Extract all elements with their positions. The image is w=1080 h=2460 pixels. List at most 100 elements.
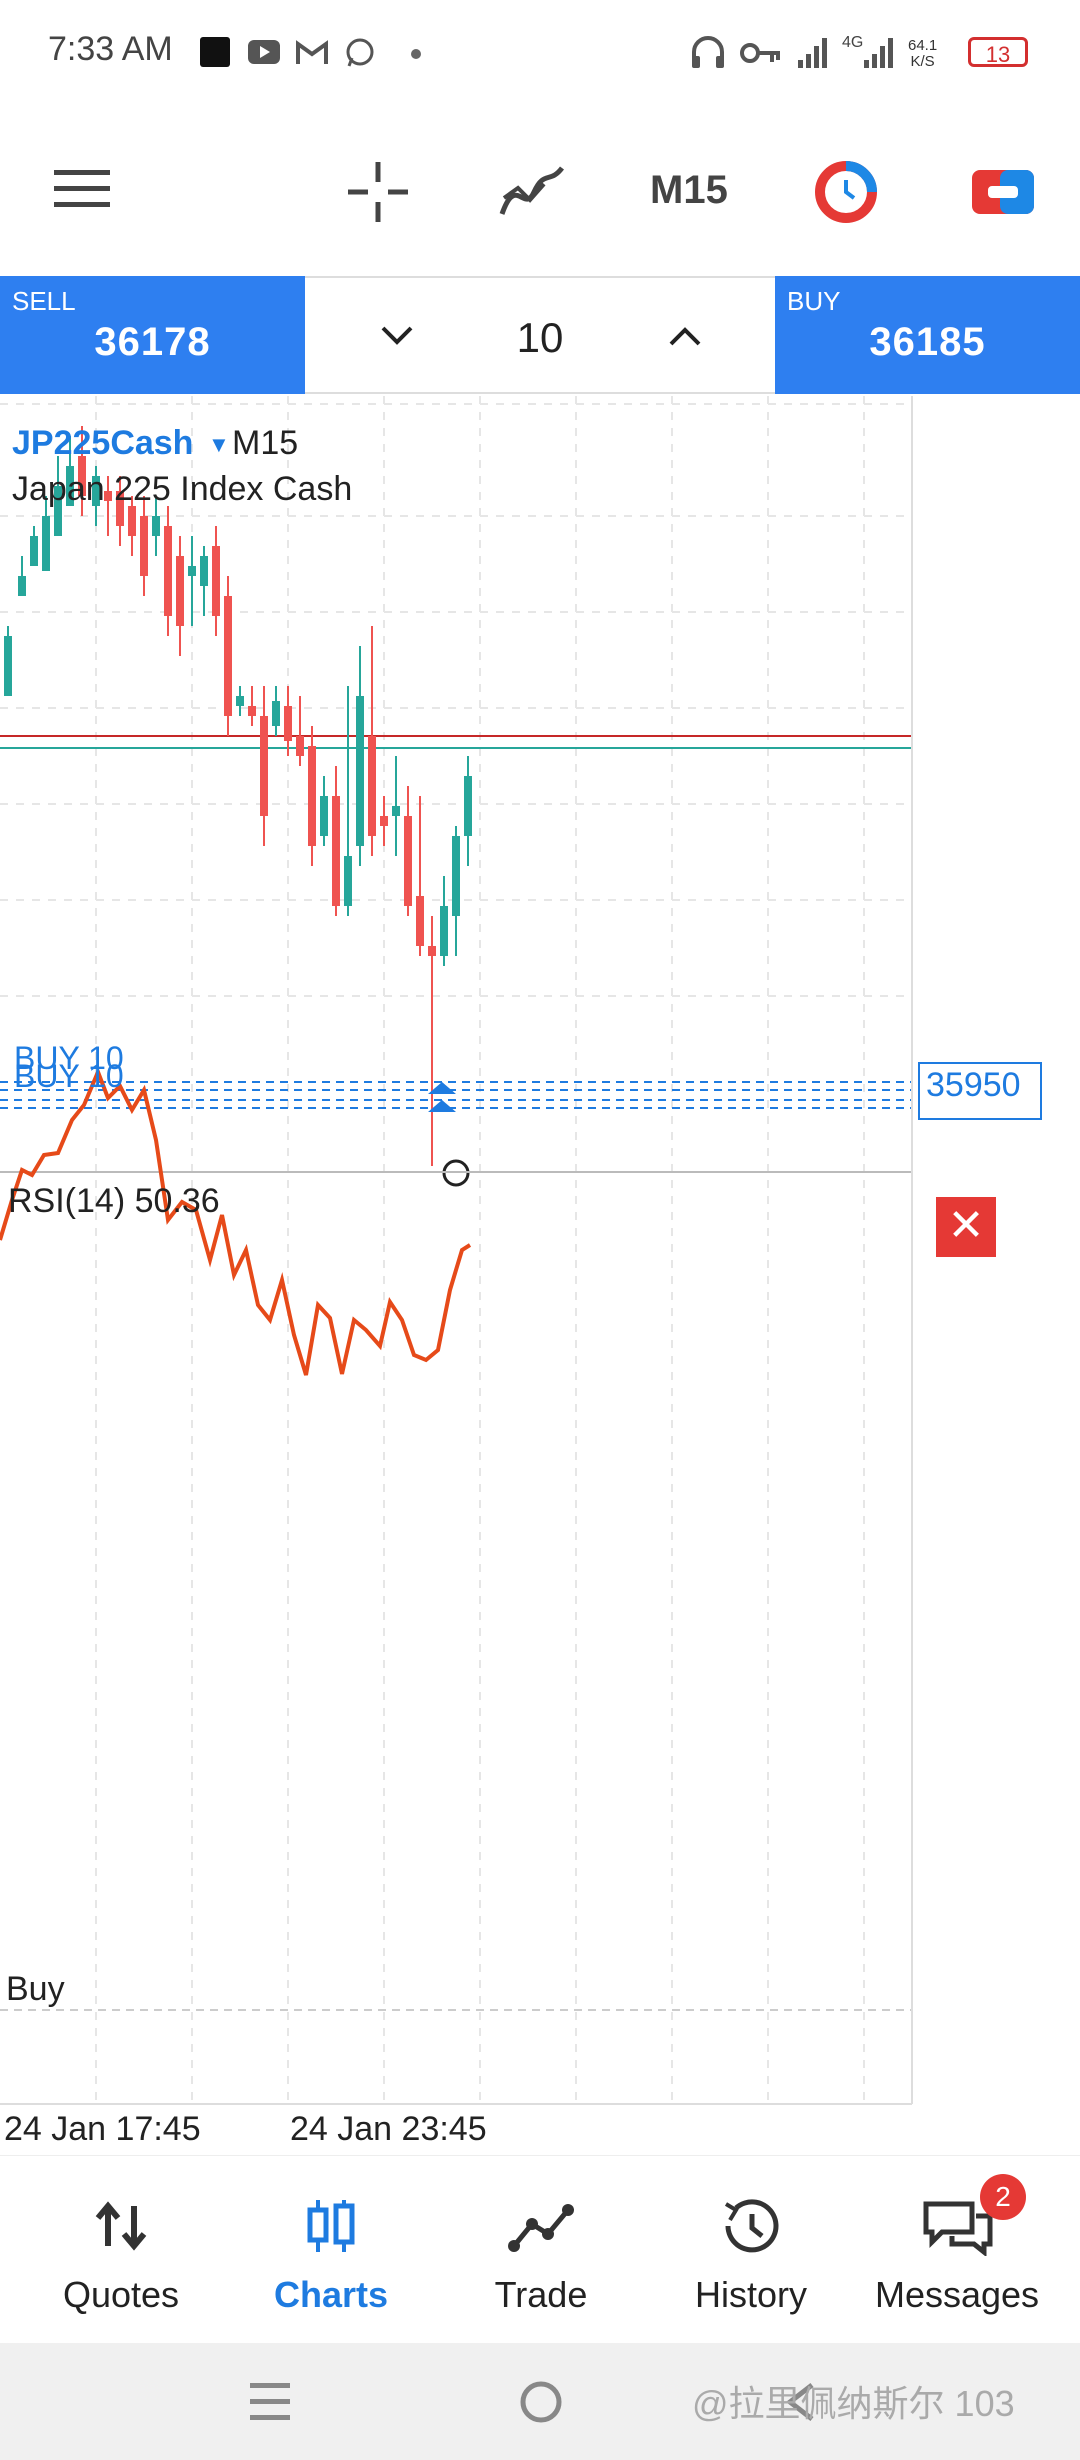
headphones-icon bbox=[692, 36, 724, 68]
back-icon[interactable] bbox=[780, 2379, 820, 2425]
indicators-icon[interactable] bbox=[498, 164, 566, 220]
menu-icon[interactable] bbox=[54, 168, 112, 210]
candle-body bbox=[224, 596, 232, 716]
dot-icon bbox=[411, 49, 421, 59]
candle-body bbox=[18, 576, 26, 596]
candle-body bbox=[380, 816, 388, 826]
candle-body bbox=[392, 806, 400, 816]
time-axis-label: 24 Jan 23:45 bbox=[290, 2110, 487, 2148]
candle-body bbox=[248, 706, 256, 716]
net-speed: 64.1 K/S bbox=[908, 38, 937, 70]
candle-body bbox=[440, 906, 448, 956]
nav-trade[interactable]: Trade bbox=[436, 2156, 646, 2344]
order-label[interactable]: BUY 10 bbox=[14, 1040, 124, 1076]
price-chart[interactable] bbox=[0, 396, 1080, 2156]
candle-body bbox=[272, 701, 280, 726]
trade-toggle-icon[interactable] bbox=[970, 166, 1036, 218]
candle-body bbox=[152, 516, 160, 536]
candle-body bbox=[464, 776, 472, 836]
buy-button[interactable]: BUY 36185 bbox=[775, 276, 1080, 394]
nav-charts[interactable]: Charts bbox=[226, 2156, 436, 2344]
candle-body bbox=[116, 491, 124, 526]
nav-quotes[interactable]: Quotes bbox=[16, 2156, 226, 2344]
candle-body bbox=[284, 706, 292, 741]
sell-button[interactable]: SELL 36178 bbox=[0, 276, 305, 394]
candle-body bbox=[140, 516, 148, 576]
net-speed-unit: K/S bbox=[910, 53, 935, 70]
candle-body bbox=[236, 696, 244, 706]
sell-label: SELL bbox=[12, 286, 76, 316]
symbol-name[interactable]: JP225Cash bbox=[12, 424, 194, 462]
nav-label: History bbox=[694, 2274, 807, 2315]
gmail-icon bbox=[296, 40, 328, 64]
app-square-icon bbox=[200, 37, 230, 67]
system-navigation-bar: @拉里佩纳斯尔 103 bbox=[0, 2343, 1080, 2460]
history-clock-icon bbox=[724, 2199, 779, 2253]
signal-icon-2 bbox=[864, 38, 893, 68]
candle-body bbox=[308, 746, 316, 846]
candle-body bbox=[320, 796, 328, 836]
nav-history[interactable]: History bbox=[646, 2156, 856, 2344]
crosshair-icon[interactable] bbox=[346, 160, 410, 224]
recents-icon[interactable] bbox=[248, 2379, 292, 2425]
candle-body bbox=[332, 796, 340, 906]
candle-body bbox=[78, 456, 86, 496]
indicator-label: RSI(14) 50.36 bbox=[8, 1182, 220, 1220]
network-type: 4G bbox=[842, 34, 864, 51]
candle-body bbox=[344, 856, 352, 906]
order-price-tag[interactable]: 35950 bbox=[918, 1062, 1042, 1120]
whatsapp-icon bbox=[346, 38, 374, 67]
messages-icon bbox=[923, 2201, 993, 2256]
status-bar: 7:33 AM 4G 64.1 K/S 13 bbox=[0, 0, 1080, 105]
messages-badge: 2 bbox=[980, 2174, 1026, 2220]
status-time: 7:33 AM bbox=[48, 30, 173, 68]
theme-icon[interactable] bbox=[814, 160, 878, 224]
candle-body bbox=[4, 636, 12, 696]
youtube-icon bbox=[248, 40, 280, 64]
candles bbox=[4, 426, 472, 1166]
sell-price: 36178 bbox=[94, 320, 211, 364]
candle-body bbox=[54, 486, 62, 536]
watermark-text: @拉里佩纳斯尔 103 bbox=[692, 2383, 1015, 2424]
order-label[interactable]: BUY 10 bbox=[14, 1058, 124, 1094]
symbol-dropdown-icon[interactable]: ▼ bbox=[208, 432, 230, 457]
lot-input[interactable]: 10 bbox=[516, 314, 564, 361]
candle-body bbox=[42, 516, 50, 571]
chart-toolbar: M15 bbox=[0, 130, 1080, 260]
nav-messages[interactable]: 2 Messages bbox=[852, 2156, 1062, 2344]
time-axis-label: 24 Jan 17:45 bbox=[4, 2110, 201, 2148]
candle-body bbox=[260, 716, 268, 816]
candle-body bbox=[428, 946, 436, 956]
home-icon[interactable] bbox=[518, 2379, 564, 2425]
signal-icon bbox=[798, 38, 827, 68]
order-price: 35950 bbox=[926, 1066, 1021, 1104]
candle-body bbox=[212, 546, 220, 616]
nav-label: Quotes bbox=[62, 2274, 180, 2315]
buy-arrow-icon bbox=[428, 1082, 456, 1112]
indicator-level-label: Buy bbox=[6, 1970, 65, 2008]
candle-body bbox=[296, 736, 304, 756]
candle-body bbox=[164, 526, 172, 616]
candle-body bbox=[416, 896, 424, 946]
nav-label: Trade bbox=[494, 2274, 588, 2315]
symbol-description: Japan 225 Index Cash bbox=[12, 470, 353, 508]
candle-body bbox=[200, 556, 208, 586]
trade-line-icon bbox=[508, 2204, 574, 2252]
key-icon bbox=[740, 43, 780, 63]
candle-body bbox=[188, 566, 196, 576]
candle-body bbox=[66, 466, 74, 506]
battery-icon: 13 bbox=[968, 37, 1028, 67]
buy-price: 36185 bbox=[869, 320, 986, 364]
chevron-down-icon[interactable] bbox=[377, 322, 417, 350]
chevron-up-icon[interactable] bbox=[665, 322, 705, 350]
candle-body bbox=[176, 556, 184, 626]
net-speed-value: 64.1 bbox=[908, 37, 938, 54]
lot-stepper: 10 bbox=[305, 276, 775, 394]
candle-body bbox=[128, 506, 136, 536]
close-indicator-button[interactable]: ✕ bbox=[936, 1197, 996, 1257]
bottom-navigation: Quotes Charts Trade History 2 Messages bbox=[0, 2155, 1080, 2344]
quotes-arrows-icon bbox=[95, 2201, 147, 2251]
timeframe-button[interactable]: M15 bbox=[650, 168, 728, 212]
candle-body bbox=[404, 816, 412, 906]
chart-grid bbox=[0, 396, 912, 2104]
